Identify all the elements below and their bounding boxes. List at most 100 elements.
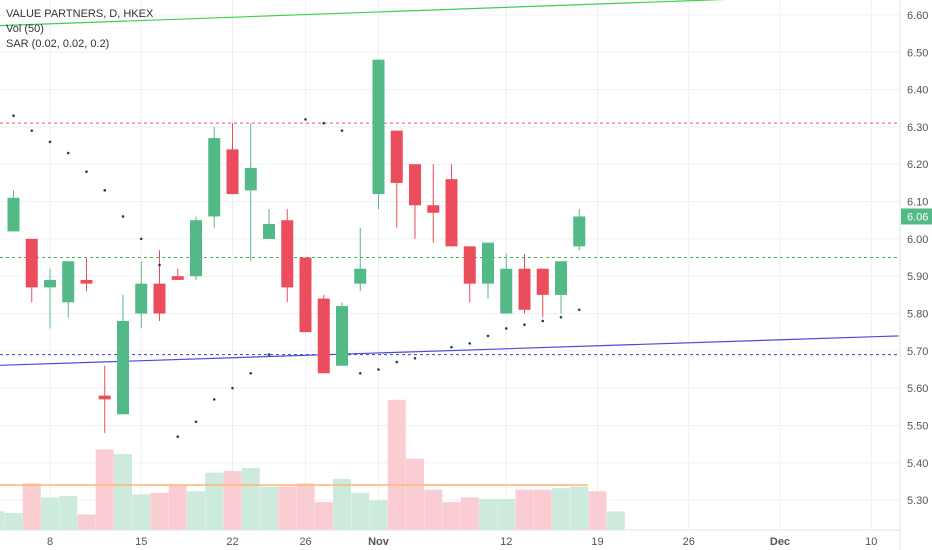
symbol-title[interactable]: VALUE PARTNERS, D, HKEX (6, 8, 154, 20)
candle[interactable] (518, 253, 531, 314)
volume-bar (387, 399, 406, 530)
candle[interactable] (135, 261, 148, 329)
candle[interactable] (171, 268, 184, 280)
candle-body (7, 197, 20, 232)
candle[interactable] (354, 227, 367, 292)
time-tick-label: Dec (770, 536, 790, 548)
price-tick-label: 6.50 (907, 47, 928, 59)
candle[interactable] (409, 164, 421, 239)
candle[interactable] (427, 164, 440, 243)
sar-dot (212, 398, 216, 401)
volume-bar (588, 491, 607, 530)
time-tick-label: 15 (135, 536, 147, 548)
volume-bar (369, 500, 388, 530)
sar-dots (12, 114, 581, 438)
candle[interactable] (98, 365, 111, 433)
candle[interactable] (208, 126, 221, 228)
candle-body (25, 238, 38, 288)
volume-bar (205, 472, 224, 530)
candle[interactable] (25, 238, 38, 303)
candle-body (299, 257, 312, 333)
upper-trendline[interactable] (0, 0, 813, 27)
volume-bar (0, 511, 5, 530)
time-tick-label: 12 (500, 536, 512, 548)
candle[interactable] (463, 246, 476, 303)
sar-dot (304, 118, 307, 121)
lower-trendline[interactable] (0, 335, 899, 366)
candle-body (354, 268, 367, 284)
candle[interactable] (317, 294, 330, 374)
sar-dot (66, 151, 70, 155)
candle-body (445, 179, 458, 247)
candlesticks[interactable] (7, 59, 586, 433)
candle-body (281, 220, 294, 288)
candle[interactable] (62, 261, 75, 318)
candle[interactable] (299, 257, 312, 333)
price-tick-label: 5.50 (907, 420, 928, 432)
sar-dot (48, 140, 52, 144)
candle[interactable] (244, 123, 257, 262)
candle-body (190, 220, 202, 277)
candle-body (463, 246, 476, 284)
price-tick-label: 5.60 (907, 383, 928, 395)
candle[interactable] (482, 242, 494, 299)
candle[interactable] (44, 268, 56, 329)
candle[interactable] (336, 302, 348, 366)
candle-body (555, 261, 567, 295)
volume-bar (150, 492, 169, 530)
candle[interactable] (263, 209, 275, 239)
price-axis[interactable]: 5.30 5.40 5.50 5.60 5.70 5.80 5.90 6.00 6.10 6.20… (899, 0, 932, 550)
sar-dot (468, 342, 472, 345)
candle[interactable] (555, 261, 567, 314)
candle[interactable] (445, 164, 458, 247)
candle[interactable] (390, 130, 403, 228)
chart-legend: VALUE PARTNERS, D, HKEX Vol (50) SAR (0.… (6, 7, 153, 52)
sar-dot (395, 360, 399, 364)
sar-dot (176, 435, 180, 438)
candle[interactable] (536, 268, 549, 318)
candle[interactable] (190, 216, 202, 280)
candle[interactable] (281, 209, 294, 303)
sar-dot (523, 323, 526, 327)
price-tick-label: 6.10 (907, 197, 928, 209)
candle[interactable] (7, 190, 20, 232)
sar-dot (559, 315, 563, 319)
candle-body (390, 130, 403, 183)
volume-bar (187, 491, 205, 530)
price-tick-label: 5.90 (907, 271, 928, 283)
volume-bar (314, 502, 333, 530)
sar-dot (267, 353, 271, 356)
time-tick-label: 8 (47, 536, 53, 548)
volume-bar (442, 502, 461, 530)
candle[interactable] (153, 250, 166, 321)
volume-bar (351, 492, 370, 530)
candle[interactable] (500, 253, 513, 314)
candle-body (336, 306, 348, 366)
volume-bar (41, 497, 59, 530)
time-axis[interactable]: 8 15 22 26 Nov 12 19 26 Dec 10 (0, 529, 900, 548)
price-tick-label: 5.70 (907, 346, 928, 358)
candle-body (500, 268, 513, 314)
sar-dot (121, 215, 125, 218)
sar-dot (504, 327, 508, 330)
sar-dot (577, 308, 581, 312)
volume-indicator-label[interactable]: Vol (50) (6, 23, 44, 35)
candle[interactable] (80, 257, 93, 292)
time-tick-label: 10 (865, 536, 877, 548)
candle-body (518, 268, 531, 310)
time-tick-label: 26 (683, 536, 695, 548)
volume-bar (424, 489, 443, 530)
candle[interactable] (117, 294, 129, 415)
candle-body (171, 276, 184, 280)
candle-body (208, 138, 221, 217)
candle[interactable] (573, 209, 586, 251)
sar-dot (194, 420, 198, 424)
candle[interactable] (372, 59, 385, 210)
candle-body (409, 164, 421, 206)
sar-indicator-label[interactable]: SAR (0.02, 0.02, 0.2) (6, 38, 110, 50)
candle[interactable] (226, 123, 239, 195)
volume-bar (241, 468, 260, 530)
sar-dot (103, 189, 107, 192)
price-tick-label: 5.80 (907, 309, 928, 321)
